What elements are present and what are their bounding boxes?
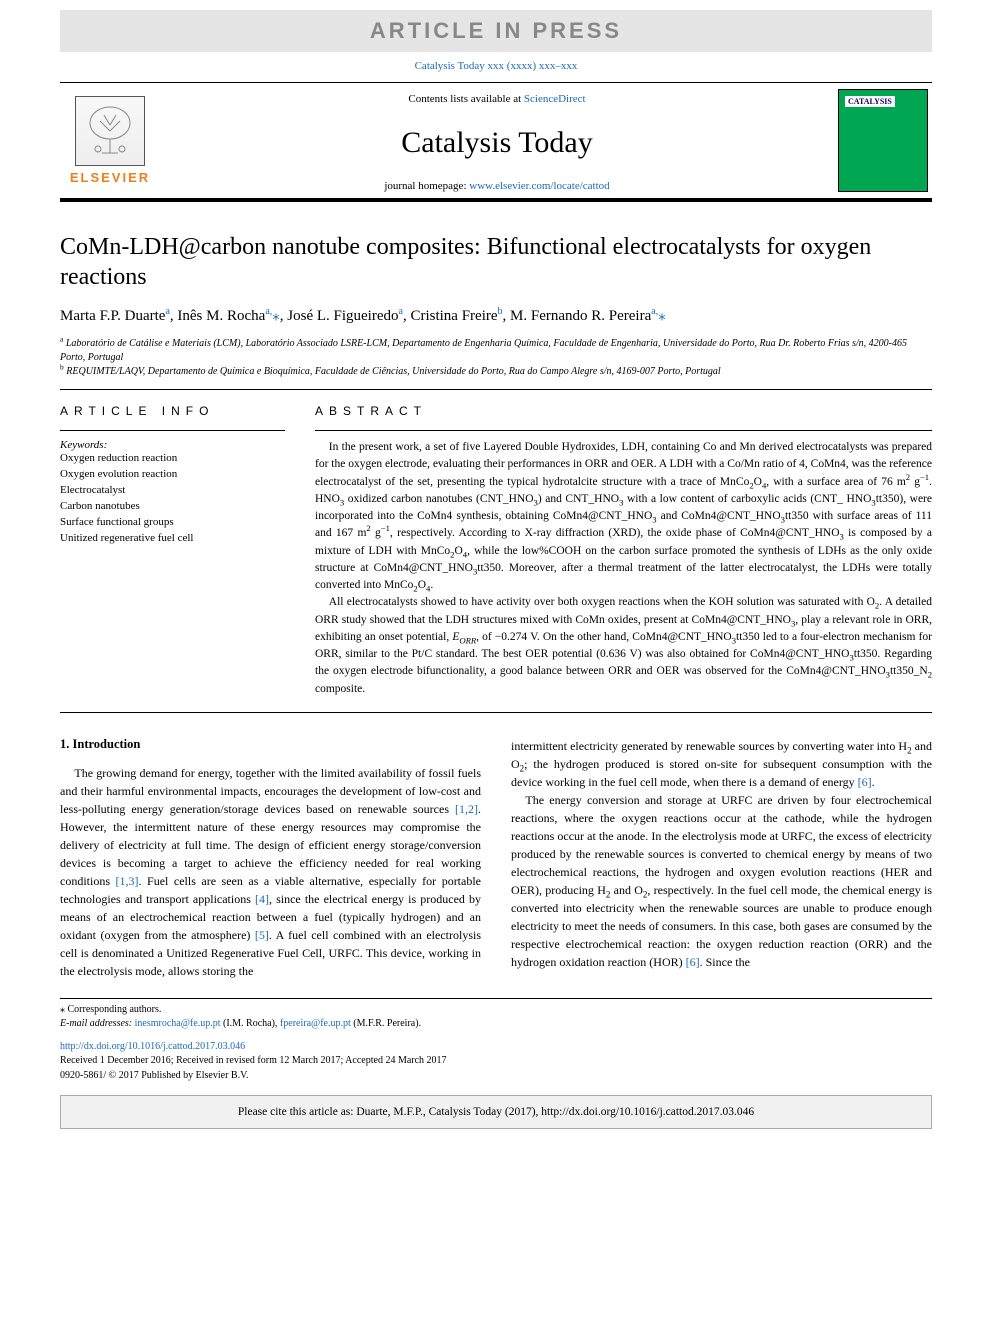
info-abstract-row: ARTICLE INFO Keywords: Oxygen reduction …: [60, 390, 932, 713]
abstract-p1: In the present work, a set of five Layer…: [315, 439, 932, 594]
contents-available-line: Contents lists available at ScienceDirec…: [168, 93, 826, 105]
cite-article-box: Please cite this article as: Duarte, M.F…: [60, 1095, 932, 1129]
abstract-text: In the present work, a set of five Layer…: [315, 439, 932, 698]
footer-block: ⁎ Corresponding authors. E-mail addresse…: [60, 998, 932, 1084]
affiliation-b: b REQUIMTE/LAQV, Departamento de Química…: [60, 365, 932, 379]
email-link-2[interactable]: fpereira@fe.up.pt: [280, 1018, 351, 1029]
article-in-press-banner: ARTICLE IN PRESS: [60, 10, 932, 52]
journal-ref-link[interactable]: Catalysis Today xxx (xxxx) xxx–xxx: [415, 60, 578, 72]
citation-link[interactable]: [4]: [255, 892, 269, 906]
affiliation-a: a Laboratório de Catálise e Materiais (L…: [60, 337, 932, 365]
affiliation-a-text: Laboratório de Catálise e Materiais (LCM…: [60, 338, 907, 363]
tree-icon: [80, 101, 140, 161]
keyword-item: Carbon nanotubes: [60, 499, 285, 515]
intro-right-column: intermittent electricity generated by re…: [511, 737, 932, 980]
article-info-column: ARTICLE INFO Keywords: Oxygen reduction …: [60, 404, 285, 698]
intro-left-text: The growing demand for energy, together …: [60, 764, 481, 980]
article-info-heading: ARTICLE INFO: [60, 404, 285, 418]
email-line: E-mail addresses: inesmrocha@fe.up.pt (I…: [60, 1017, 932, 1032]
intro-right-p2: The energy conversion and storage at URF…: [511, 791, 932, 971]
journal-homepage-line: journal homepage: www.elsevier.com/locat…: [168, 180, 826, 192]
citation-link[interactable]: [6]: [858, 775, 872, 789]
contents-prefix: Contents lists available at: [408, 93, 523, 105]
elsevier-tree-icon: [75, 96, 145, 166]
homepage-prefix: journal homepage:: [384, 180, 469, 192]
doi-line: http://dx.doi.org/10.1016/j.cattod.2017.…: [60, 1040, 932, 1055]
abstract-p2: All electrocatalysts showed to have acti…: [315, 594, 932, 698]
keywords-label: Keywords:: [60, 439, 285, 451]
journal-cover-thumbnail: CATALYSIS: [838, 89, 928, 192]
keyword-item: Unitized regenerative fuel cell: [60, 531, 285, 547]
issn-copyright: 0920-5861/ © 2017 Published by Elsevier …: [60, 1069, 932, 1084]
received-line: Received 1 December 2016; Received in re…: [60, 1054, 932, 1069]
publisher-name: ELSEVIER: [70, 170, 150, 185]
homepage-link[interactable]: www.elsevier.com/locate/cattod: [469, 180, 609, 192]
citation-link[interactable]: [1,2]: [455, 802, 478, 816]
affiliations: a Laboratório de Catálise e Materiais (L…: [60, 337, 932, 390]
citation-link[interactable]: [1,3]: [116, 874, 139, 888]
intro-left-column: 1. Introduction The growing demand for e…: [60, 737, 481, 980]
keyword-item: Surface functional groups: [60, 515, 285, 531]
introduction-columns: 1. Introduction The growing demand for e…: [60, 737, 932, 998]
keyword-item: Oxygen reduction reaction: [60, 451, 285, 467]
journal-reference-line: Catalysis Today xxx (xxxx) xxx–xxx: [0, 60, 992, 72]
doi-link[interactable]: http://dx.doi.org/10.1016/j.cattod.2017.…: [60, 1041, 245, 1052]
author-list: Marta F.P. Duartea, Inês M. Rochaa,⁎, Jo…: [60, 306, 932, 327]
keyword-item: Electrocatalyst: [60, 483, 285, 499]
keywords-list: Oxygen reduction reactionOxygen evolutio…: [60, 451, 285, 547]
article-title: CoMn-LDH@carbon nanotube composites: Bif…: [60, 232, 932, 292]
email-who-2: (M.F.R. Pereira).: [351, 1018, 421, 1029]
sciencedirect-link[interactable]: ScienceDirect: [524, 93, 586, 105]
abstract-heading: ABSTRACT: [315, 404, 932, 418]
journal-title: Catalysis Today: [168, 126, 826, 160]
introduction-heading: 1. Introduction: [60, 737, 481, 752]
publisher-logo-block: ELSEVIER: [60, 83, 160, 198]
emails-label: E-mail addresses:: [60, 1018, 135, 1029]
abstract-column: ABSTRACT In the present work, a set of f…: [315, 404, 932, 698]
keyword-item: Oxygen evolution reaction: [60, 467, 285, 483]
affiliation-b-text: REQUIMTE/LAQV, Departamento de Química e…: [66, 366, 720, 377]
cover-label: CATALYSIS: [845, 96, 895, 107]
citation-link[interactable]: [6]: [686, 955, 700, 969]
article-body: CoMn-LDH@carbon nanotube composites: Bif…: [60, 232, 932, 998]
header-center: Contents lists available at ScienceDirec…: [160, 83, 834, 198]
journal-header: ELSEVIER Contents lists available at Sci…: [60, 82, 932, 202]
email-who-1: (I.M. Rocha),: [220, 1018, 279, 1029]
citation-link[interactable]: [5]: [255, 928, 269, 942]
email-link-1[interactable]: inesmrocha@fe.up.pt: [135, 1018, 221, 1029]
intro-right-p1: intermittent electricity generated by re…: [511, 737, 932, 791]
corresponding-authors: ⁎ Corresponding authors.: [60, 1003, 932, 1018]
